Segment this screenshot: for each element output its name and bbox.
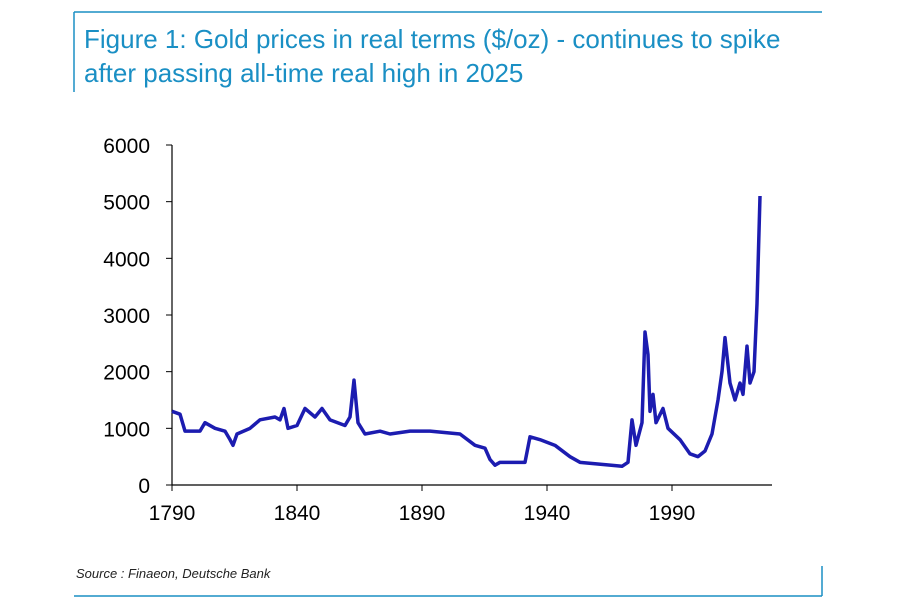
line xyxy=(171,195,762,469)
y-tick-label: 1000 xyxy=(103,418,150,441)
x-tick-label: 1990 xyxy=(649,502,696,525)
chart-title: Figure 1: Gold prices in real terms ($/o… xyxy=(84,24,781,88)
x-tick-label: 1790 xyxy=(149,502,196,525)
title-box: Figure 1: Gold prices in real terms ($/o… xyxy=(84,24,781,88)
y-tick-label: 3000 xyxy=(103,305,150,328)
x-tick-label: 1840 xyxy=(274,502,321,525)
y-tick-label: 6000 xyxy=(103,135,150,158)
y-tick-label: 2000 xyxy=(103,362,150,385)
source: Source : Finaeon, Deutsche Bank xyxy=(76,566,272,581)
y-tick-label: 4000 xyxy=(103,248,150,271)
x-tick-label: 1890 xyxy=(399,502,446,525)
y-tick-label: 5000 xyxy=(103,192,150,215)
x-tick-label: 1940 xyxy=(524,502,571,525)
y-tick-label: 0 xyxy=(138,475,150,498)
